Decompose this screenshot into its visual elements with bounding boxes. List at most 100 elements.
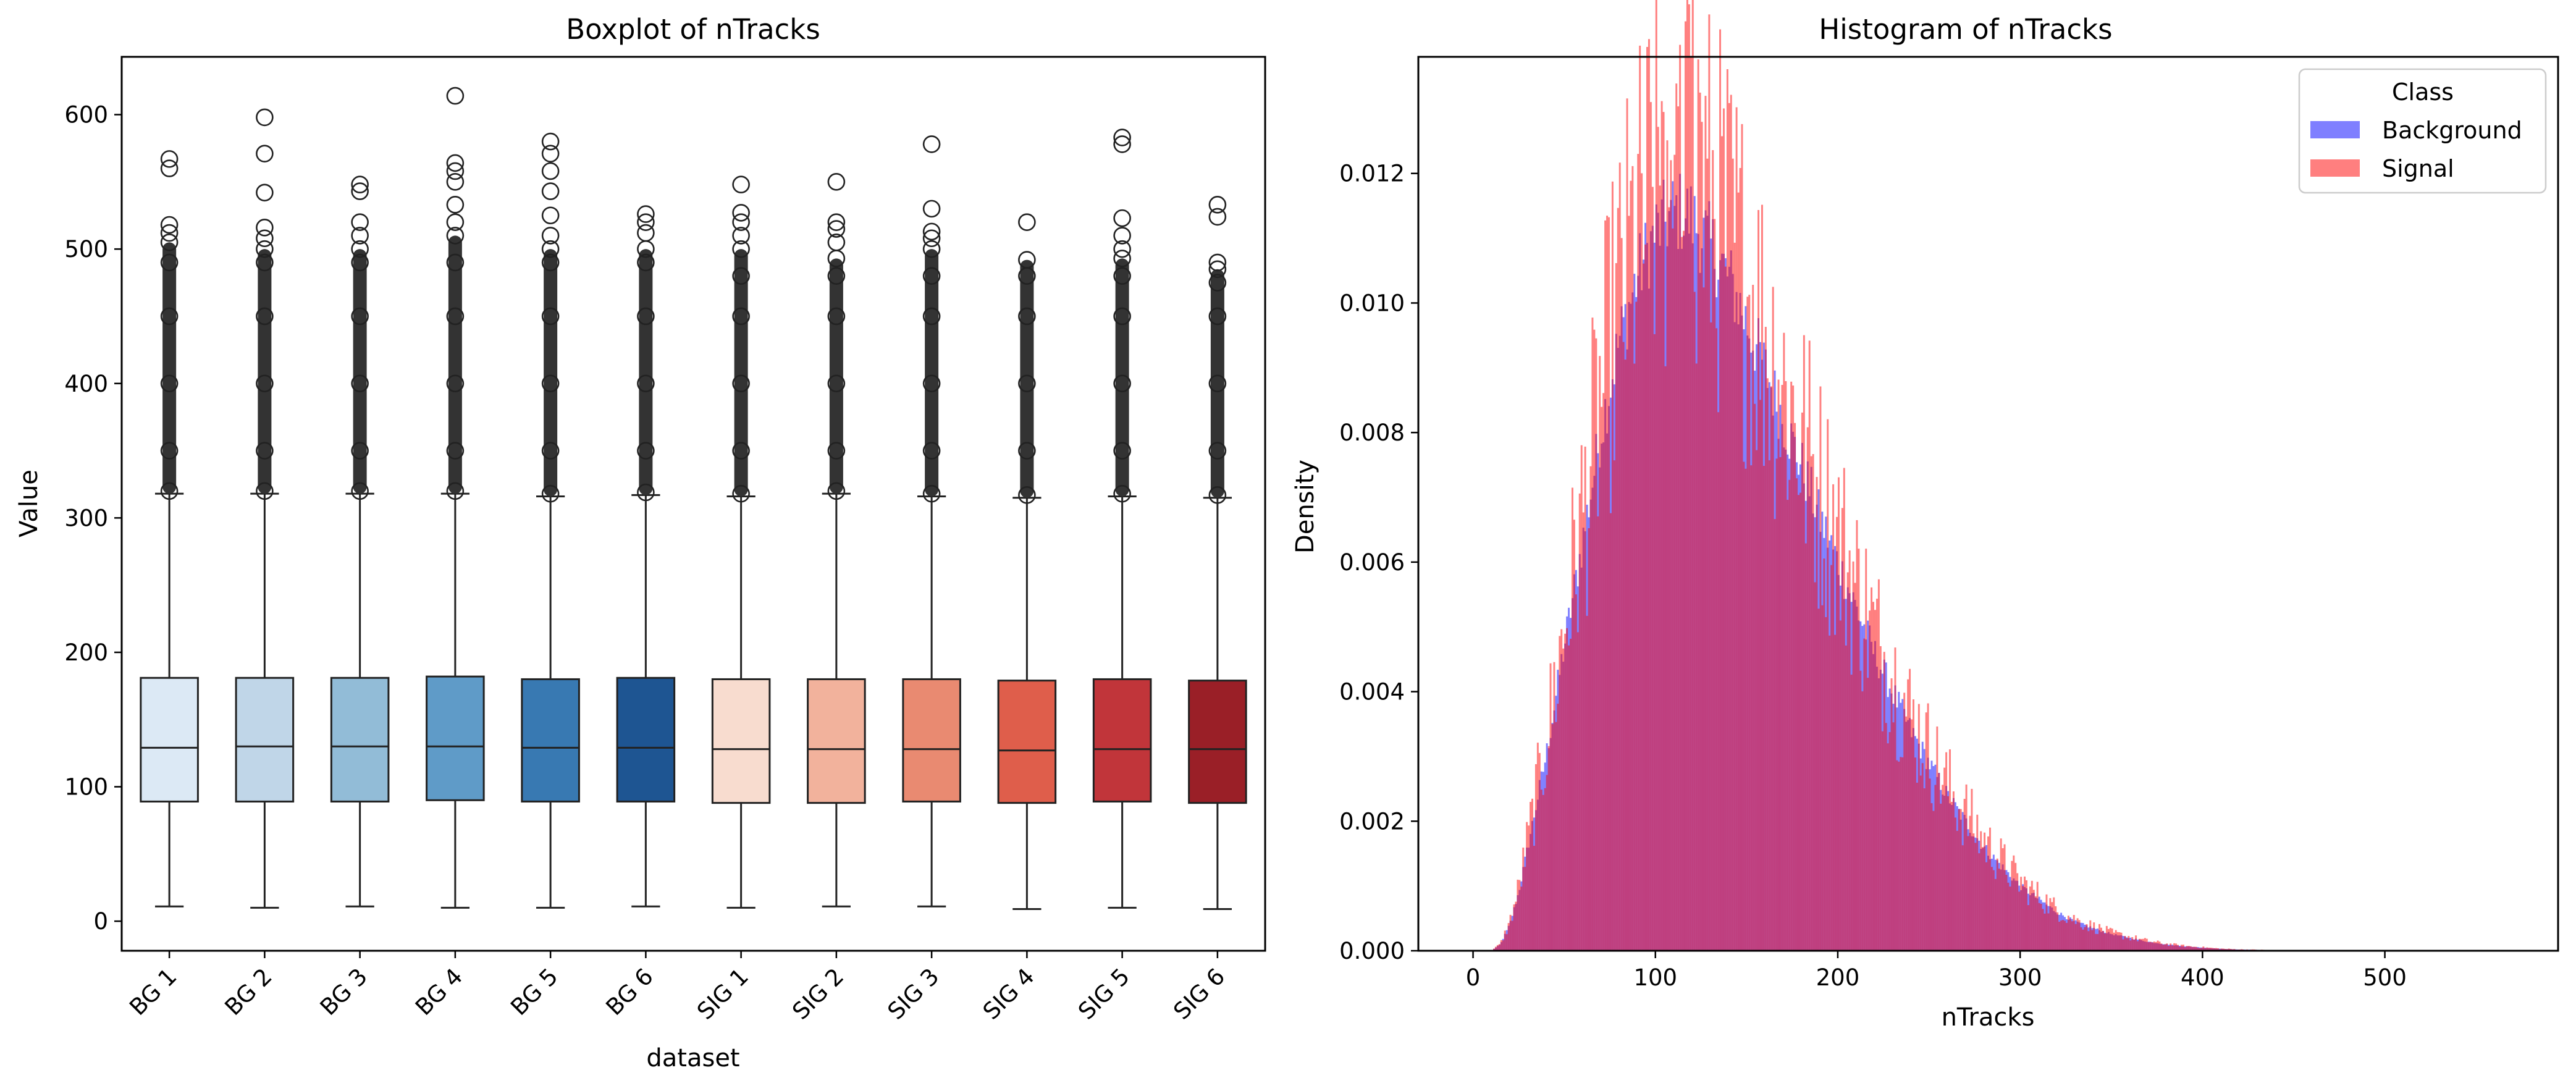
boxplot-x-tick-label: SIG 5 (1073, 963, 1135, 1025)
histogram-bar (2139, 938, 2140, 951)
histogram-bar (1617, 208, 1619, 951)
histogram-bar (2082, 929, 2084, 951)
histogram-bar (1998, 868, 2000, 951)
box-outlier-band (639, 249, 653, 495)
histogram-bar (1821, 605, 1824, 951)
box-outlier-band (925, 249, 939, 497)
histogram-bar (1819, 386, 1822, 951)
box-outlier (827, 233, 846, 251)
histogram-bar (1788, 479, 1791, 951)
histogram-bar (1781, 385, 1783, 951)
histogram-x-tick-label: 300 (1998, 964, 2042, 991)
histogram-bar (2003, 844, 2006, 951)
histogram-bar (1834, 634, 1837, 951)
histogram-bar (1648, 39, 1650, 951)
box-outlier (732, 213, 750, 231)
histogram-bar (1659, 185, 1661, 951)
box-outlier-band (734, 249, 748, 497)
histogram-bar (1743, 461, 1745, 951)
histogram-bar (1887, 743, 1889, 951)
histogram-bar (2045, 894, 2048, 951)
histogram-bar (1888, 732, 1891, 951)
histogram-bar (1584, 446, 1586, 951)
histogram-bar (1814, 582, 1816, 951)
histogram-bar (2042, 909, 2044, 951)
histogram-bar (1549, 663, 1552, 951)
histogram-y-ticks: 0.000 0.002 0.004 0.006 0.008 0.010 0.012 (1339, 161, 1418, 964)
histogram-bar (1806, 427, 1809, 951)
histogram-bar (1952, 791, 1955, 951)
histogram-bar (1823, 558, 1825, 951)
box-outlier (351, 253, 369, 272)
histogram-title: Histogram of nTracks (1819, 13, 2112, 46)
histogram-bar (1745, 468, 1747, 951)
box-outlier-band (544, 249, 558, 497)
histogram-bar (1695, 363, 1698, 951)
box-outlier-band (1020, 259, 1034, 498)
histogram-bar (1766, 378, 1769, 951)
histogram-bar (1540, 790, 1543, 951)
histogram-bar (1568, 645, 1570, 951)
histogram-bar (1657, 127, 1659, 951)
box-outlier (732, 267, 750, 285)
histogram-bar (1589, 466, 1592, 951)
histogram-bar (2180, 945, 2182, 951)
histogram-y-tick-label: 0.004 (1339, 679, 1405, 706)
histogram-bar (1686, 0, 1688, 951)
box-outlier (351, 307, 369, 326)
box-outlier (637, 483, 655, 502)
box-sig-3 (902, 135, 961, 908)
box-outlier (1018, 374, 1036, 393)
box-outlier (351, 213, 369, 231)
box-outlier (1018, 307, 1036, 326)
histogram-bar (1950, 801, 1953, 951)
box-outlier (1208, 253, 1227, 272)
histogram-bar (1830, 565, 1833, 951)
legend-label-background: Background (2382, 117, 2522, 144)
boxplot-y-ticks: 0 100 200 300 400 500 600 (64, 102, 122, 935)
box-outlier (827, 374, 846, 393)
histogram-bar (1693, 292, 1696, 951)
histogram-bar (2055, 906, 2057, 951)
histogram-bar (2145, 938, 2148, 951)
histogram-bar (1976, 814, 1979, 951)
box-bg-3 (330, 175, 390, 908)
box-outlier (446, 374, 465, 393)
histogram-bar (1611, 181, 1614, 951)
histogram-bar (1505, 934, 1508, 951)
histogram-legend: Class Background Signal (2298, 68, 2547, 194)
histogram-bar (1690, 56, 1692, 951)
legend-frame (2298, 68, 2547, 194)
histogram-bar (1706, 158, 1709, 951)
histogram-bar (1624, 360, 1627, 951)
box-outlier (827, 442, 846, 460)
histogram-bar (1496, 945, 1499, 951)
histogram-bar (1513, 904, 1515, 951)
histogram-bar (1699, 92, 1701, 951)
histogram-bar (2013, 855, 2015, 951)
histogram-bar (1688, 4, 1690, 951)
histogram-bar (1945, 752, 1948, 951)
histogram-bar (1588, 528, 1590, 951)
histogram-bar (1570, 638, 1572, 951)
box-outlier (160, 216, 179, 234)
histogram-bar (1635, 301, 1638, 951)
histogram-bar (1571, 487, 1573, 951)
box-outlier (922, 135, 941, 153)
histogram-bar (2162, 945, 2165, 951)
box-outlier (922, 307, 941, 326)
box-outlier (541, 227, 560, 245)
histogram-bar (1542, 794, 1544, 951)
histogram-bar (1633, 363, 1636, 951)
boxplot-y-tick-label: 0 (93, 908, 108, 935)
histogram-bar (2060, 920, 2063, 951)
box-outlier (541, 442, 560, 460)
histogram-bar (2131, 937, 2134, 951)
histogram-bar (2166, 943, 2168, 951)
box-bg-2 (235, 108, 295, 909)
boxplot-x-tick-label: BG 5 (505, 963, 563, 1021)
histogram-bar (1852, 561, 1854, 951)
histogram-bar (2011, 861, 2013, 951)
histogram-bar (2093, 922, 2095, 951)
box-outlier (637, 307, 655, 326)
